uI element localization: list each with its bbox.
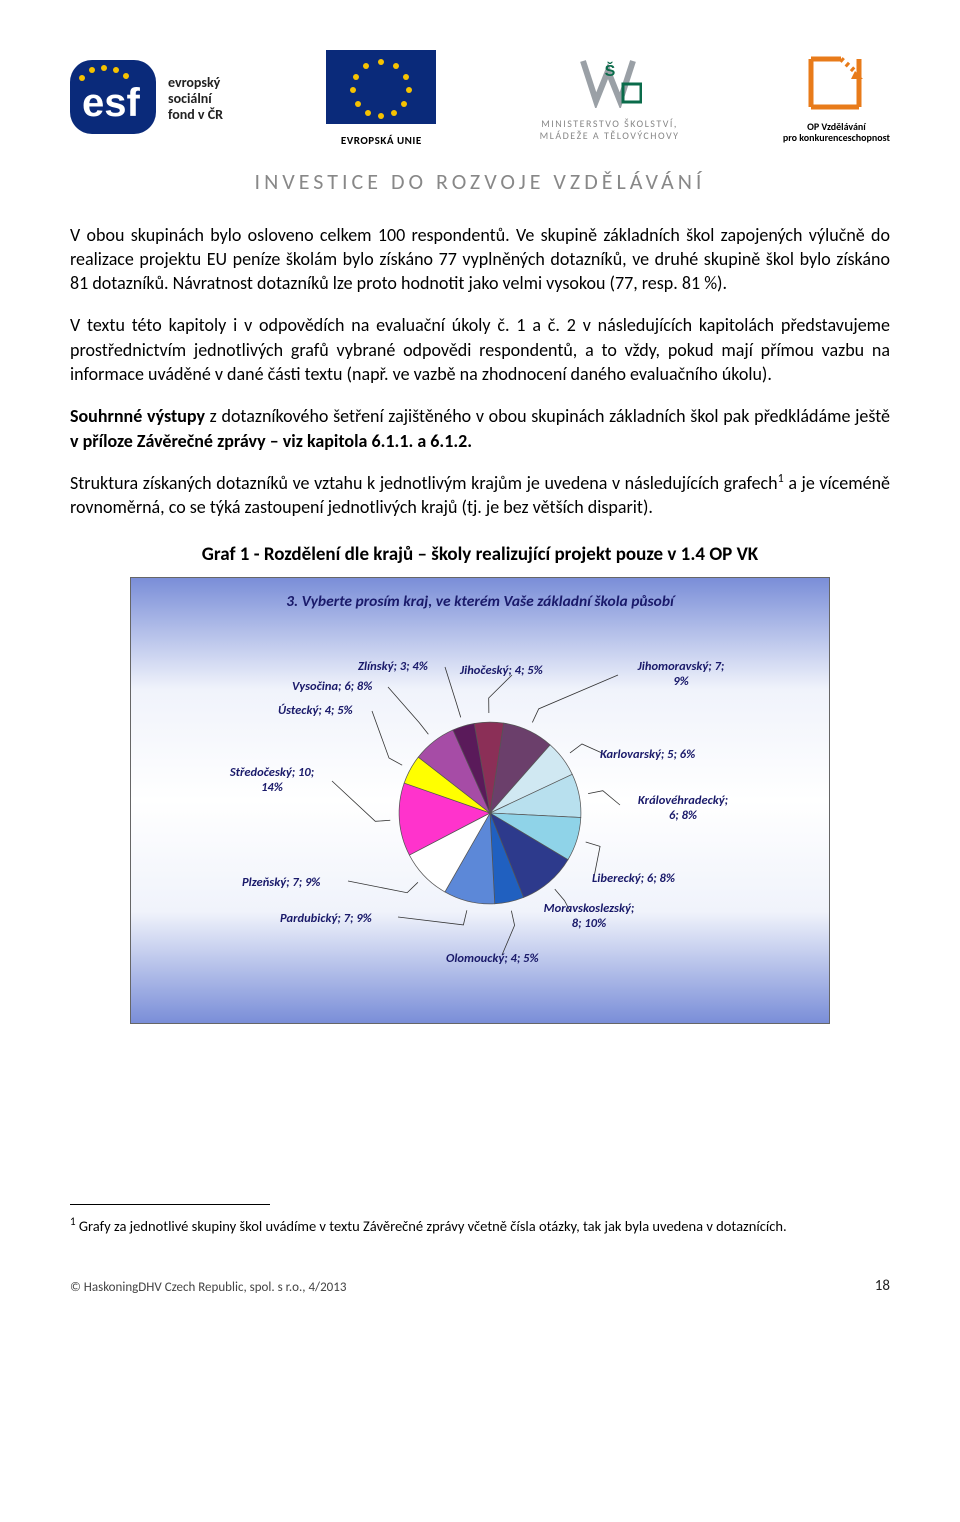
- para-4: Struktura získaných dotazníků ve vztahu …: [70, 471, 890, 520]
- logo-esf: esf evropský sociální fond v ČR: [70, 60, 223, 138]
- lbl-kralovehradecky: Královéhradecký; 6; 8%: [618, 793, 748, 823]
- lbl-vysocina: Vysočina; 6; 8%: [292, 679, 372, 694]
- header-tagline: INVESTICE DO ROZVOJE VZDĚLÁVÁNÍ: [70, 167, 890, 197]
- lbl-pardubicky: Pardubický; 7; 9%: [280, 911, 372, 926]
- logo-opvk: OP Vzdělávání pro konkurenceschopnost: [783, 55, 890, 144]
- lbl-stredocesky: Středočeský; 10; 14%: [212, 765, 332, 795]
- page-footer: © HaskoningDHV Czech Republic, spol. s r…: [70, 1276, 890, 1296]
- esf-sub3: fond v ČR: [168, 107, 223, 123]
- logo-eu: EVROPSKÁ UNIE: [326, 50, 436, 149]
- para-3: Souhrnné výstupy z dotazníkového šetření…: [70, 404, 890, 453]
- lbl-moravskoslezsky: Moravskoslezský; 8; 10%: [524, 901, 654, 931]
- chart-question: 3. Vyberte prosím kraj, ve kterém Vaše z…: [141, 592, 819, 613]
- logo-strip: esf evropský sociální fond v ČR EVROPSKÁ: [70, 50, 890, 149]
- msmt-l2: MLÁDEŽE A TĚLOVÝCHOVY: [540, 130, 680, 142]
- lbl-olomoucky: Olomoucký; 4; 5%: [446, 951, 539, 966]
- lbl-plzensky: Plzeňský; 7; 9%: [242, 875, 320, 890]
- lbl-zlinsky: Zlínský; 3; 4%: [358, 659, 428, 674]
- eu-label: EVROPSKÁ UNIE: [341, 134, 422, 149]
- esf-sub1: evropský: [168, 75, 223, 91]
- pie-chart: 3. Vyberte prosím kraj, ve kterém Vaše z…: [130, 577, 830, 1024]
- chart-title: Graf 1 - Rozdělení dle krajů – školy rea…: [70, 542, 890, 568]
- lbl-jihomoravsky: Jihomoravský; 7; 9%: [616, 659, 746, 689]
- para-2: V textu této kapitoly i v odpovědích na …: [70, 313, 890, 386]
- pie-svg: [390, 713, 590, 913]
- footnote-rule: [70, 1204, 270, 1205]
- para-1: V obou skupinách bylo osloveno celkem 10…: [70, 223, 890, 296]
- logo-msmt: Š MINISTERSTVO ŠKOLSTVÍ, MLÁDEŽE A TĚLOV…: [540, 56, 680, 142]
- svg-text:esf: esf: [82, 81, 140, 125]
- lbl-jihocesky: Jihočeský; 4; 5%: [460, 663, 543, 678]
- page-number: 18: [875, 1276, 890, 1296]
- lbl-karlovarsky: Karlovarský; 5; 6%: [600, 747, 695, 762]
- footer-copyright: © HaskoningDHV Czech Republic, spol. s r…: [70, 1279, 346, 1297]
- esf-sub2: sociální: [168, 91, 223, 107]
- lbl-ustecky: Ústecký; 4; 5%: [278, 703, 353, 718]
- svg-text:Š: Š: [604, 61, 615, 80]
- footnote-1: 1 Grafy za jednotlivé skupiny škol uvádí…: [70, 1215, 890, 1236]
- lbl-liberecky: Liberecký; 6; 8%: [592, 871, 675, 886]
- opvk-l2: pro konkurenceschopnost: [783, 132, 890, 144]
